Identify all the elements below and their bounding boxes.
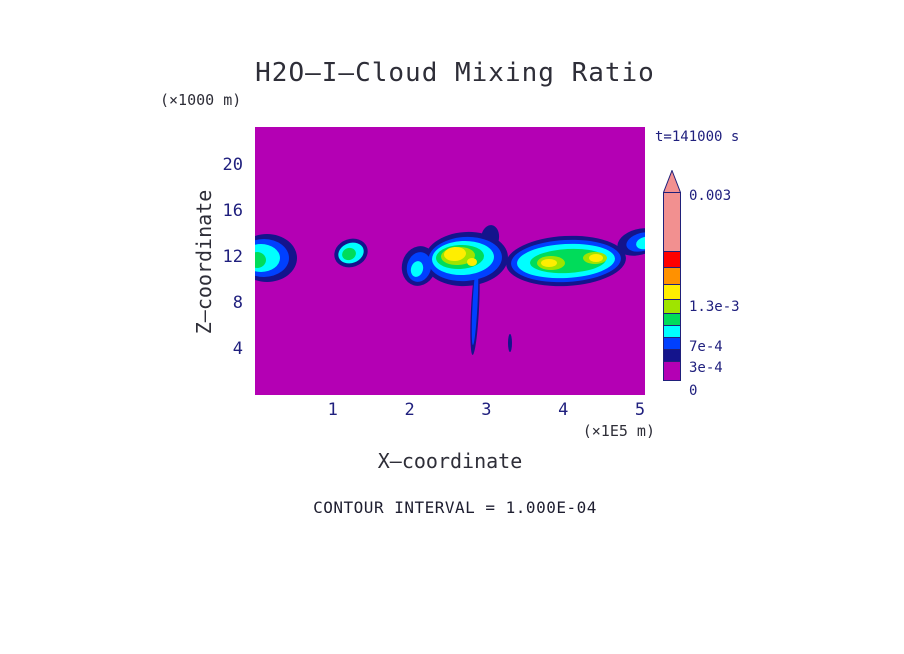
green-contour-blob: [255, 252, 266, 268]
y-tick-label: 16: [222, 201, 243, 221]
blue-contour-blob: [471, 265, 479, 345]
cyan-contour-blob: [636, 236, 645, 250]
colorbar-segment: [663, 299, 681, 314]
colorbar-segment: [663, 251, 681, 268]
cyan-contour-blob: [410, 261, 424, 277]
colorbar: [663, 170, 681, 381]
colorbar-segment: [663, 361, 681, 381]
y-axis-units: (×1000 m): [160, 91, 242, 109]
colorbar-segment: [663, 267, 681, 285]
y-tick-label: 20: [222, 155, 243, 175]
colorbar-label: 0.003: [689, 188, 732, 204]
navy-contour-blob: [508, 334, 512, 352]
x-tick-label: 4: [558, 400, 569, 420]
contour-plot-area: [255, 127, 645, 395]
x-axis-label: X—coordinate: [377, 449, 523, 473]
x-tick-label: 1: [327, 400, 338, 420]
x-tick-label: 3: [481, 400, 492, 420]
chart-title: H2O—I—Cloud Mixing Ratio: [255, 58, 655, 88]
yellow-contour-blob: [467, 258, 477, 266]
y-tick-label: 8: [232, 293, 243, 313]
colorbar-label: 0: [689, 383, 698, 399]
colorbar-label: 1.3e-3: [689, 299, 740, 315]
y-tick-label: 4: [232, 339, 243, 359]
x-tick-label: 5: [634, 400, 646, 420]
colorbar-label: 7e-4: [689, 339, 723, 355]
yellow-contour-blob: [444, 246, 466, 262]
contour-interval-note: CONTOUR INTERVAL = 1.000E-04: [313, 498, 597, 517]
yellow-contour-blob: [589, 254, 603, 262]
green-contour-blob: [342, 247, 356, 261]
colorbar-label: 3e-4: [689, 360, 723, 376]
x-tick-label: 2: [404, 400, 415, 420]
time-annotation: t=141000 s: [655, 129, 740, 145]
y-tick-label: 12: [222, 247, 243, 267]
colorbar-segment: [663, 284, 681, 300]
colorbar-arrow-icon: [663, 170, 681, 193]
yellow-contour-blob: [541, 259, 557, 267]
colorbar-segment: [663, 192, 681, 252]
x-axis-units: (×1E5 m): [582, 422, 655, 440]
contour-field: [255, 127, 645, 395]
